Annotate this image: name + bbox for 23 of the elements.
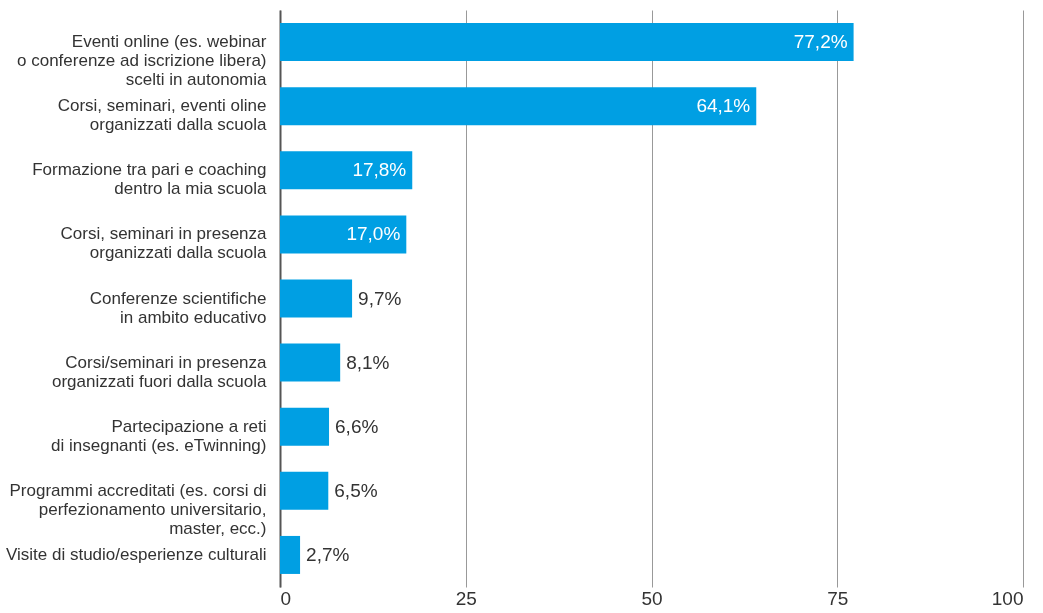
x-tick-label: 50 bbox=[641, 587, 663, 609]
y-tick-label: Partecipazione a reti di insegnanti (es. eTwinning) bbox=[51, 416, 267, 455]
y-tick-label: Corsi, seminari, eventi oline organizzati dalla scuola bbox=[57, 96, 268, 135]
y-tick-label: Visite di studio/esperienze culturali bbox=[6, 544, 267, 564]
data-label: 8,1% bbox=[346, 351, 390, 373]
data-label: 64,1% bbox=[696, 95, 751, 117]
y-tick-label: Conferenze scientifiche in ambito educativo bbox=[89, 288, 267, 327]
y-tick-label: Corsi/seminari in presenza organizzati fuori dalla scuola bbox=[51, 352, 268, 391]
data-label: 2,7% bbox=[306, 543, 350, 565]
y-tick-label: Formazione tra pari e coaching dentro la mia scuola bbox=[32, 160, 268, 199]
x-tick-label: 0 bbox=[280, 587, 292, 609]
x-tick-label: 100 bbox=[991, 587, 1024, 609]
x-tick-label: 75 bbox=[827, 587, 849, 609]
y-tick-label: Corsi, seminari in presenza organizzati dalla scuola bbox=[60, 224, 268, 263]
x-tick-label: 25 bbox=[455, 587, 477, 609]
y-tick-label: Eventi online (es. webinar o conferenze ad iscrizione libera) scelti in autonomia bbox=[17, 32, 268, 90]
data-label: 6,6% bbox=[335, 415, 379, 437]
data-label: 6,5% bbox=[334, 479, 378, 501]
data-label: 9,7% bbox=[358, 287, 402, 309]
data-label: 17,0% bbox=[346, 223, 401, 245]
data-label: 17,8% bbox=[352, 159, 407, 181]
y-tick-label: Programmi accreditati (es. corsi di perfezionamento universitario, master, ecc.) bbox=[9, 480, 267, 538]
data-label: 77,2% bbox=[793, 31, 848, 53]
